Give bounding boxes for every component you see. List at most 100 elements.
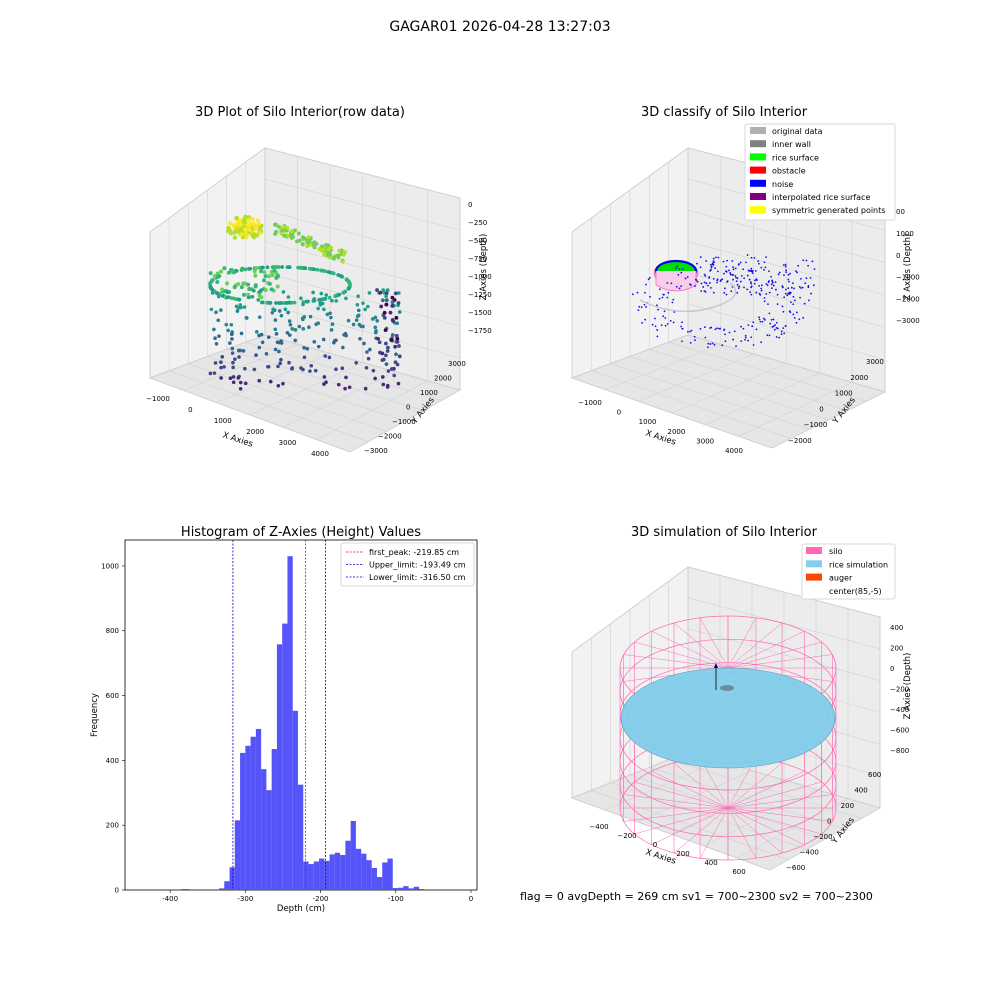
hist-bar [261, 769, 267, 890]
hist-bar [266, 790, 272, 890]
raw-point [380, 358, 385, 362]
raw-z-tick-7: −1750 [468, 327, 492, 335]
hist-vlines [232, 540, 326, 890]
raw-point [332, 340, 336, 345]
classify-noise-point [732, 278, 734, 281]
hist-x-axis-label: Depth (cm) [277, 904, 325, 914]
raw-plot-title: 3D Plot of Silo Interior(row data) [195, 105, 405, 120]
hist-bar [181, 889, 189, 890]
hist-bar [334, 852, 341, 890]
raw-point [315, 267, 320, 272]
sim-silo-floor-rib [727, 771, 805, 809]
raw-point [380, 351, 385, 356]
sim-silo-roof-rib [727, 641, 822, 669]
classify-noise-point [768, 270, 770, 273]
classify-noise-point [696, 280, 699, 283]
raw-point [392, 373, 396, 378]
raw-z-tick-5: −1250 [468, 291, 492, 299]
classify-noise-point [807, 285, 810, 287]
raw-point [312, 339, 317, 344]
hist-bar [382, 862, 388, 890]
raw-y-tick-6: 3000 [448, 360, 466, 368]
raw-point [397, 354, 402, 359]
classify-noise-point [746, 274, 749, 277]
sim-silo-floor-rib [673, 807, 729, 854]
raw-point [265, 265, 270, 270]
classify-noise-point [807, 286, 810, 289]
raw-point [289, 229, 294, 234]
raw-point [260, 340, 265, 345]
raw-scatter-points [208, 214, 402, 391]
raw-point [208, 371, 213, 376]
gridline [738, 382, 853, 437]
classify-noise-point [734, 275, 737, 277]
sim-x-axis-label: X Axies [644, 847, 677, 866]
gridline [316, 380, 428, 440]
raw-point [220, 287, 225, 292]
raw-point [293, 338, 298, 343]
raw-point [258, 225, 263, 230]
raw-point [316, 344, 321, 349]
classify-noise-point [801, 286, 804, 289]
raw-point [385, 349, 390, 353]
raw-point [263, 274, 268, 279]
raw-point [363, 307, 367, 312]
classify-noise-point [678, 287, 681, 290]
raw-point [215, 280, 220, 285]
classify-noise-point [750, 256, 753, 259]
classify-noise-point [782, 310, 785, 313]
raw-point [238, 232, 244, 238]
sim-silo-roof-rib [727, 631, 805, 669]
classify-y-tick-0: −2000 [788, 437, 812, 445]
classify-noise-point [748, 278, 751, 281]
raw-point [270, 273, 275, 278]
classify-noise-point [749, 281, 752, 283]
sim-silo-roof-rib [699, 617, 729, 669]
classify-noise-point [666, 282, 669, 284]
classify-noise-point [797, 264, 800, 267]
classify-noise-point [727, 269, 730, 272]
raw-point [266, 364, 270, 369]
raw-y-tick-3: 0 [406, 404, 410, 412]
classify-legend-label: symmetric generated points [772, 206, 885, 215]
raw-point [382, 310, 387, 315]
raw-point [312, 240, 317, 245]
classify-noise-point [775, 288, 777, 291]
classify-legend-label: inner wall [772, 140, 811, 149]
hist-legend-label: first_peak: -219.85 cm [369, 548, 459, 557]
classify-noise-point [737, 287, 740, 289]
classify-noise-point [751, 325, 754, 328]
raw-point [320, 244, 325, 249]
sim-silo-floor-rib [634, 807, 729, 835]
classify-noise-point [689, 284, 692, 286]
raw-point [287, 319, 292, 323]
classify-noise-point [681, 327, 684, 330]
classify-noise-point [725, 265, 728, 268]
classify-noise-point [736, 277, 739, 280]
classify-noise-point [694, 285, 696, 287]
raw-point [214, 341, 219, 346]
classify-noise-point [771, 279, 774, 282]
classify-noise-point [725, 293, 728, 296]
classify-noise-point [761, 284, 763, 287]
hist-bar [329, 854, 335, 890]
raw-point [210, 291, 215, 295]
raw-point [321, 247, 326, 252]
raw-point [374, 329, 378, 333]
raw-x-tick-1: 0 [188, 406, 192, 414]
raw-point [390, 300, 395, 305]
classify-noise-point [762, 317, 765, 320]
raw-point [327, 355, 332, 360]
classify-noise-point [775, 336, 778, 338]
raw-point [376, 336, 380, 341]
classify-noise-point [760, 341, 763, 344]
hist-bar [224, 881, 230, 890]
raw-point [343, 386, 347, 391]
sim-y-tick-4: 200 [841, 802, 854, 810]
classify-noise-point [680, 325, 683, 328]
raw-point [236, 297, 241, 302]
raw-point [394, 315, 399, 320]
raw-point [217, 334, 221, 338]
classify-noise-point [753, 282, 756, 285]
